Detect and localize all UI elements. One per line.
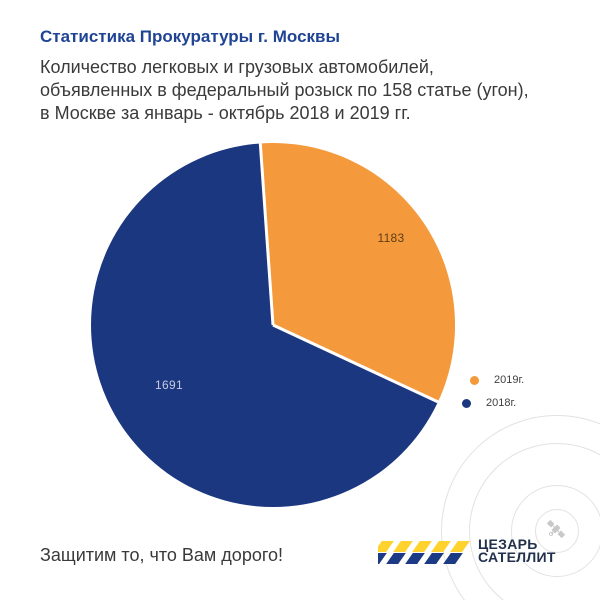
pie-value-label-2019: 1183 — [377, 231, 405, 245]
brand-logo: ЦЕЗАРЬ САТЕЛЛИТ — [378, 536, 556, 565]
logo-text: ЦЕЗАРЬ САТЕЛЛИТ — [478, 536, 556, 565]
logo-line2: САТЕЛЛИТ — [478, 549, 556, 565]
tagline: Защитим то, что Вам дорого! — [40, 545, 284, 565]
legend-label-2018: 2018г. — [486, 397, 517, 409]
pie-value-label-2018: 1691 — [155, 378, 183, 392]
logo-line1: ЦЕЗАРЬ — [478, 536, 538, 552]
pie-slice-2019г — [260, 142, 456, 402]
pie-svg — [91, 142, 456, 507]
legend-swatch-2019-icon — [470, 375, 479, 385]
satellite-icon — [547, 520, 565, 538]
legend-label-2019: 2019г. — [494, 374, 525, 386]
pie-slice-2018г — [91, 143, 438, 507]
pie-slice-separator — [272, 323, 439, 404]
logo-stripes-blue — [378, 553, 474, 564]
legend-item-2018: 2018г. — [462, 397, 516, 409]
legend-item-2019: 2019г. — [470, 374, 524, 386]
logo-stripes-icon — [378, 541, 474, 565]
page-title: Статистика Прокуратуры г. Москвы — [40, 27, 340, 46]
logo-stripes-yellow — [378, 541, 474, 552]
pie-chart: 1183 1691 — [89, 141, 457, 509]
chart-subtitle: Количество легковых и грузовых автомобил… — [40, 57, 529, 123]
watermark-circle — [441, 415, 600, 600]
pie-slice-separator — [258, 143, 275, 326]
legend-swatch-2018-icon — [462, 398, 471, 408]
